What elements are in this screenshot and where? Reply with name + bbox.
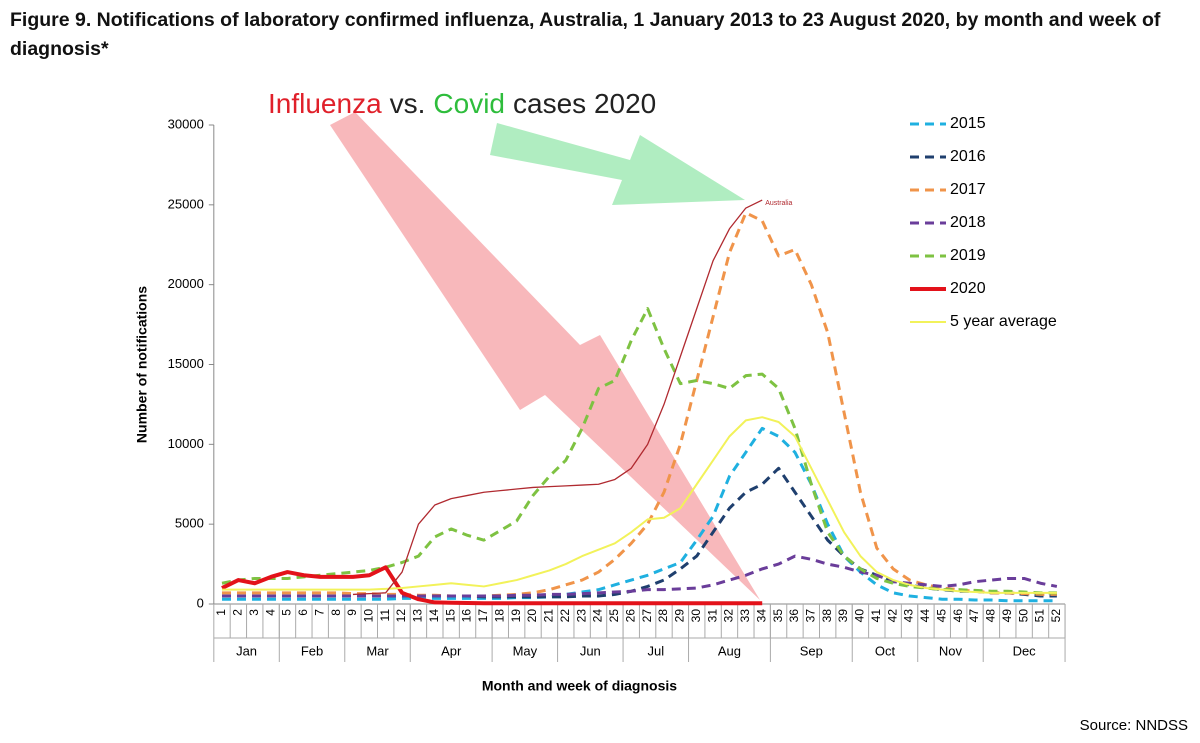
month-label: Mar (366, 643, 389, 658)
legend-label: 2018 (950, 214, 986, 231)
x-tick-label: 31 (705, 609, 719, 623)
source: Source: NNDSS (1080, 717, 1188, 734)
x-tick-label: 13 (411, 609, 425, 623)
title: Figure 9. Notifications of laboratory co… (10, 9, 1161, 60)
x-tick-label: 28 (656, 609, 670, 623)
month-label: May (513, 643, 538, 658)
month-label: Sep (800, 643, 823, 658)
x-tick-label: 44 (918, 609, 932, 623)
x-tick-label: 34 (754, 609, 768, 623)
x-tick-label: 50 (1016, 609, 1030, 623)
overlay-label: Australia (765, 200, 792, 207)
series-line (222, 416, 1057, 594)
x-tick-label: 37 (803, 609, 817, 623)
x-tick-label: 14 (427, 609, 441, 623)
x-tick-label: 25 (607, 609, 621, 623)
x-tick-label: 40 (853, 609, 867, 623)
x-tick-label: 36 (787, 609, 801, 623)
legend-label: 5 year average (950, 313, 1057, 330)
x-tick-label: 17 (476, 609, 490, 623)
y-tick-label: 5000 (175, 516, 204, 531)
y-tick-label: 15000 (168, 356, 204, 371)
legend-label: 2015 (950, 115, 986, 132)
x-tick-label: 21 (542, 609, 556, 623)
x-tick-label: 42 (885, 609, 899, 623)
y-tick-label: 10000 (168, 436, 204, 451)
month-label: Aug (718, 643, 741, 658)
x-tick-label: 47 (967, 609, 981, 623)
month-label: Jan (236, 643, 257, 658)
x-tick-label: 35 (771, 609, 785, 623)
green-arrow (490, 123, 745, 205)
x-tick-label: 43 (902, 609, 916, 623)
x-tick-label: 30 (689, 609, 703, 623)
annotation-part: Influenza (268, 88, 382, 119)
legend-label: 2016 (950, 148, 986, 165)
x-tick-label: 52 (1049, 609, 1063, 623)
x-tick-label: 9 (345, 609, 359, 616)
x-tick-label: 24 (591, 609, 605, 623)
overlay-line (352, 199, 763, 596)
x-tick-label: 8 (329, 609, 343, 616)
x-tick-label: 51 (1033, 609, 1047, 623)
series-line (221, 565, 763, 606)
x-tick-label: 38 (820, 609, 834, 623)
annotation-part: Covid (433, 88, 505, 119)
x-tick-label: 46 (951, 609, 965, 623)
x-tick-label: 32 (722, 609, 736, 623)
x-tick-label: 45 (934, 609, 948, 623)
x-tick-label: 39 (836, 609, 850, 623)
x-tick-label: 4 (263, 609, 277, 616)
x-axis-label: Month and week of diagnosis (482, 678, 677, 694)
legend-label: 2019 (950, 247, 986, 264)
x-tick-label: 26 (623, 609, 637, 623)
annotation-part: vs. (390, 88, 426, 119)
x-tick-label: 33 (738, 609, 752, 623)
x-tick-label: 2 (231, 609, 245, 616)
month-label: Feb (301, 643, 323, 658)
x-tick-label: 11 (378, 609, 392, 622)
legend-label: 2020 (950, 280, 986, 297)
x-tick-label: 1 (214, 609, 228, 616)
month-label: Apr (441, 643, 462, 658)
legend-label: 2017 (950, 181, 986, 198)
y-tick-label: 0 (197, 595, 204, 610)
x-tick-label: 23 (574, 609, 588, 623)
red-arrow (330, 112, 760, 600)
x-tick-label: 29 (673, 609, 687, 623)
x-tick-label: 18 (492, 609, 506, 623)
y-tick-label: 25000 (168, 196, 204, 211)
x-tick-label: 5 (280, 609, 294, 616)
month-label: Jun (580, 643, 601, 658)
x-tick-label: 6 (296, 609, 310, 616)
month-label: Nov (939, 643, 963, 658)
x-tick-label: 15 (443, 609, 457, 623)
x-tick-label: 12 (394, 609, 408, 623)
y-axis-label: Number of notifications (134, 286, 150, 443)
x-tick-label: 48 (984, 609, 998, 623)
annotation: Influenza vs. Covid cases 2020 (268, 88, 656, 119)
annotation-part: cases 2020 (513, 88, 656, 119)
x-tick-label: 7 (312, 609, 326, 616)
y-tick-label: 20000 (168, 276, 204, 291)
y-tick-label: 30000 (168, 116, 204, 131)
x-tick-label: 49 (1000, 609, 1014, 623)
month-label: Jul (647, 643, 664, 658)
x-tick-label: 10 (362, 609, 376, 623)
x-tick-label: 41 (869, 609, 883, 623)
series-line (222, 554, 1058, 598)
month-label: Dec (1013, 643, 1037, 658)
x-tick-label: 27 (640, 609, 654, 623)
x-tick-label: 16 (460, 609, 474, 623)
x-tick-label: 22 (558, 609, 572, 623)
month-label: Oct (875, 643, 896, 658)
x-tick-label: 20 (525, 609, 539, 623)
series-line (222, 426, 1057, 603)
x-tick-label: 3 (247, 609, 261, 616)
x-tick-label: 19 (509, 609, 523, 623)
